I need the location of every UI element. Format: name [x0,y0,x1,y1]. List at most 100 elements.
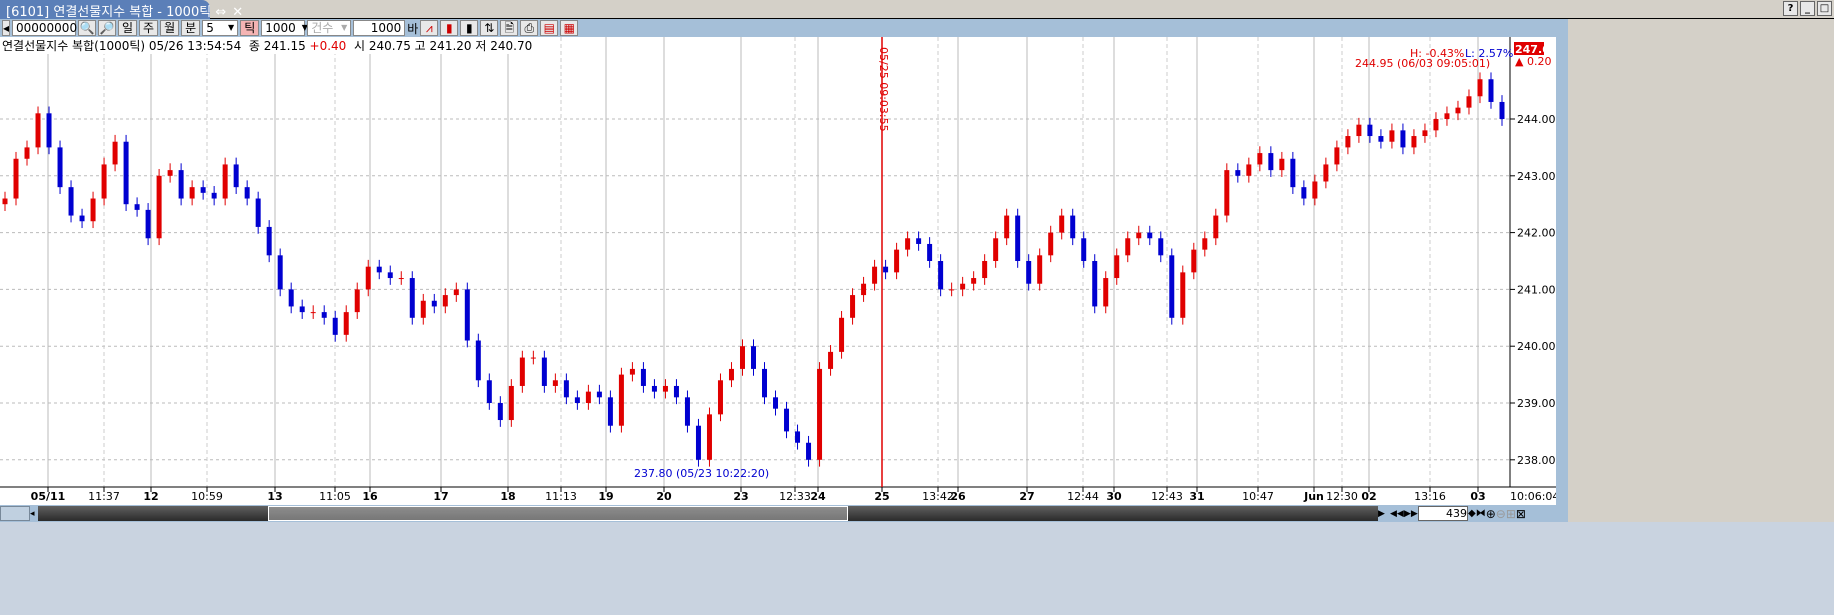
candle-body [541,357,547,386]
minute-select[interactable]: 5 ▼ [202,20,239,36]
x-tick-label: 18 [500,490,515,503]
table-icon[interactable]: ▦ [560,20,579,36]
chart-scrollbar[interactable]: ◂ ▶ ◀◀ ▶▶ 439 ◆ ⧓ ⊕ ⊖ ⊞ ⊠ [0,505,1568,522]
grid-icon[interactable]: ⊞ [1505,506,1516,521]
count-select[interactable]: 건수 ▼ [307,20,352,36]
candle [651,379,657,399]
candle-body [464,289,470,341]
help-button[interactable]: ? [1783,1,1798,16]
candle-body [453,289,459,296]
candle [717,373,723,422]
candle [475,333,481,388]
candle-chart-icon[interactable]: ▮ [440,20,459,36]
search-back-icon[interactable]: 🔎 [98,20,116,36]
tick-select[interactable]: 1000 ▼ [261,20,308,36]
candle-body [530,357,536,359]
title-bar: [6101] 연결선물지수 복합 - 1000틱 ⇔ ✕ ? _ □ [0,0,1834,20]
candle-body [629,368,635,375]
candle-body [1389,130,1395,142]
candle [784,401,790,439]
scroll-thumb[interactable] [268,506,848,521]
candle [1356,117,1362,143]
candle [57,140,63,194]
minimize-button[interactable]: _ [1800,1,1815,16]
candle [574,390,580,410]
rewind-icon[interactable]: ◀◀ [1390,508,1404,519]
candle [850,288,856,325]
scroll-grip-icon[interactable] [0,506,30,521]
candle-body [1334,147,1340,165]
candle-body [1312,181,1318,199]
candle-body [1180,272,1186,318]
side-tool-panel[interactable] [1556,37,1568,505]
reset-icon[interactable]: ⊠ [1515,506,1526,521]
export-icon[interactable]: ▤ [540,20,559,36]
x-tick-label: 10:59 [191,490,223,503]
print-icon[interactable]: ⎙ [520,20,539,36]
low-percent: L: 2.57% [1465,47,1513,60]
chart-area[interactable]: 연결선물지수 복합(1000틱) 05/26 13:54:54 종 241.15… [0,37,1559,505]
candle [1103,271,1109,314]
candle-body [640,368,646,386]
candle-body [1147,232,1153,239]
candle [156,168,162,246]
line-chart-icon[interactable]: ⩘ [420,20,439,36]
candle-body [673,385,679,398]
fit-icon[interactable]: ⧓ [1475,508,1486,519]
close-label: 종 [248,39,260,53]
bar-chart-icon[interactable]: ▮ [460,20,479,36]
count-input[interactable]: 1000 [353,20,406,36]
candle-body [255,198,261,227]
play-icon[interactable]: ▶ [1378,508,1385,519]
candle-body [1037,255,1043,284]
candle-body [1103,278,1109,307]
period-minute-button[interactable]: 분 [181,20,201,36]
x-tick-label: 12:33 [779,490,811,503]
zoom-count-input[interactable]: 439 [1418,506,1468,521]
x-tick-label: 27 [1019,490,1034,503]
period-day-button[interactable]: 일 [118,20,138,36]
scroll-left-icon[interactable]: ◂ [30,508,35,519]
y-tick-label: 241.00 [1517,283,1556,296]
candle [1400,123,1406,155]
x-tick-label: 12:30 [1326,490,1358,503]
collapse-arrow-icon[interactable]: ◂ [2,20,10,36]
document-icon[interactable]: 🗎 [500,20,519,36]
candle [90,191,96,229]
y-tick-label: 243.00 [1517,170,1556,183]
candle-body [894,249,900,273]
tick-button[interactable]: 틱 [240,20,260,36]
candle [949,282,955,297]
candle [872,259,878,291]
zoom-out-icon[interactable]: ⊖ [1495,506,1506,521]
search-icon[interactable]: 🔍 [78,20,96,36]
x-tick-label: 13 [267,490,282,503]
period-month-button[interactable]: 월 [160,20,180,36]
zoom-in-icon[interactable]: ⊕ [1485,506,1496,521]
x-tick-label: 20 [656,490,672,503]
candle-body [784,408,790,432]
code-select[interactable]: 00000000▼ [12,20,89,36]
candle-body [651,385,657,392]
candle [1279,151,1285,177]
candle-body [1048,232,1054,256]
period-week-button[interactable]: 주 [139,20,159,36]
candle-body [938,261,944,290]
close-icon[interactable]: ✕ [232,5,244,20]
window-tab[interactable]: [6101] 연결선물지수 복합 - 1000틱 ⇔ ✕ [0,0,243,20]
scroll-overview[interactable] [38,506,1378,521]
maximize-button[interactable]: □ [1817,1,1832,16]
chevron-down-icon: ▼ [228,23,235,32]
candle [596,384,602,405]
link-icon[interactable]: ⇔ [215,5,227,20]
expand-icon[interactable]: ◆ [1468,508,1476,519]
candle-body [982,261,988,279]
candle [288,282,294,314]
candlestick-chart[interactable]: 238.00 239.00 240.00 241.00 242.00 243.00 244.… [0,37,1559,505]
sort-icon[interactable]: ⇅ [480,20,499,36]
candle-body [277,255,283,290]
forward-icon[interactable]: ▶▶ [1404,508,1418,519]
candle [310,305,316,319]
candle-body [1015,215,1021,261]
candle [673,379,679,405]
